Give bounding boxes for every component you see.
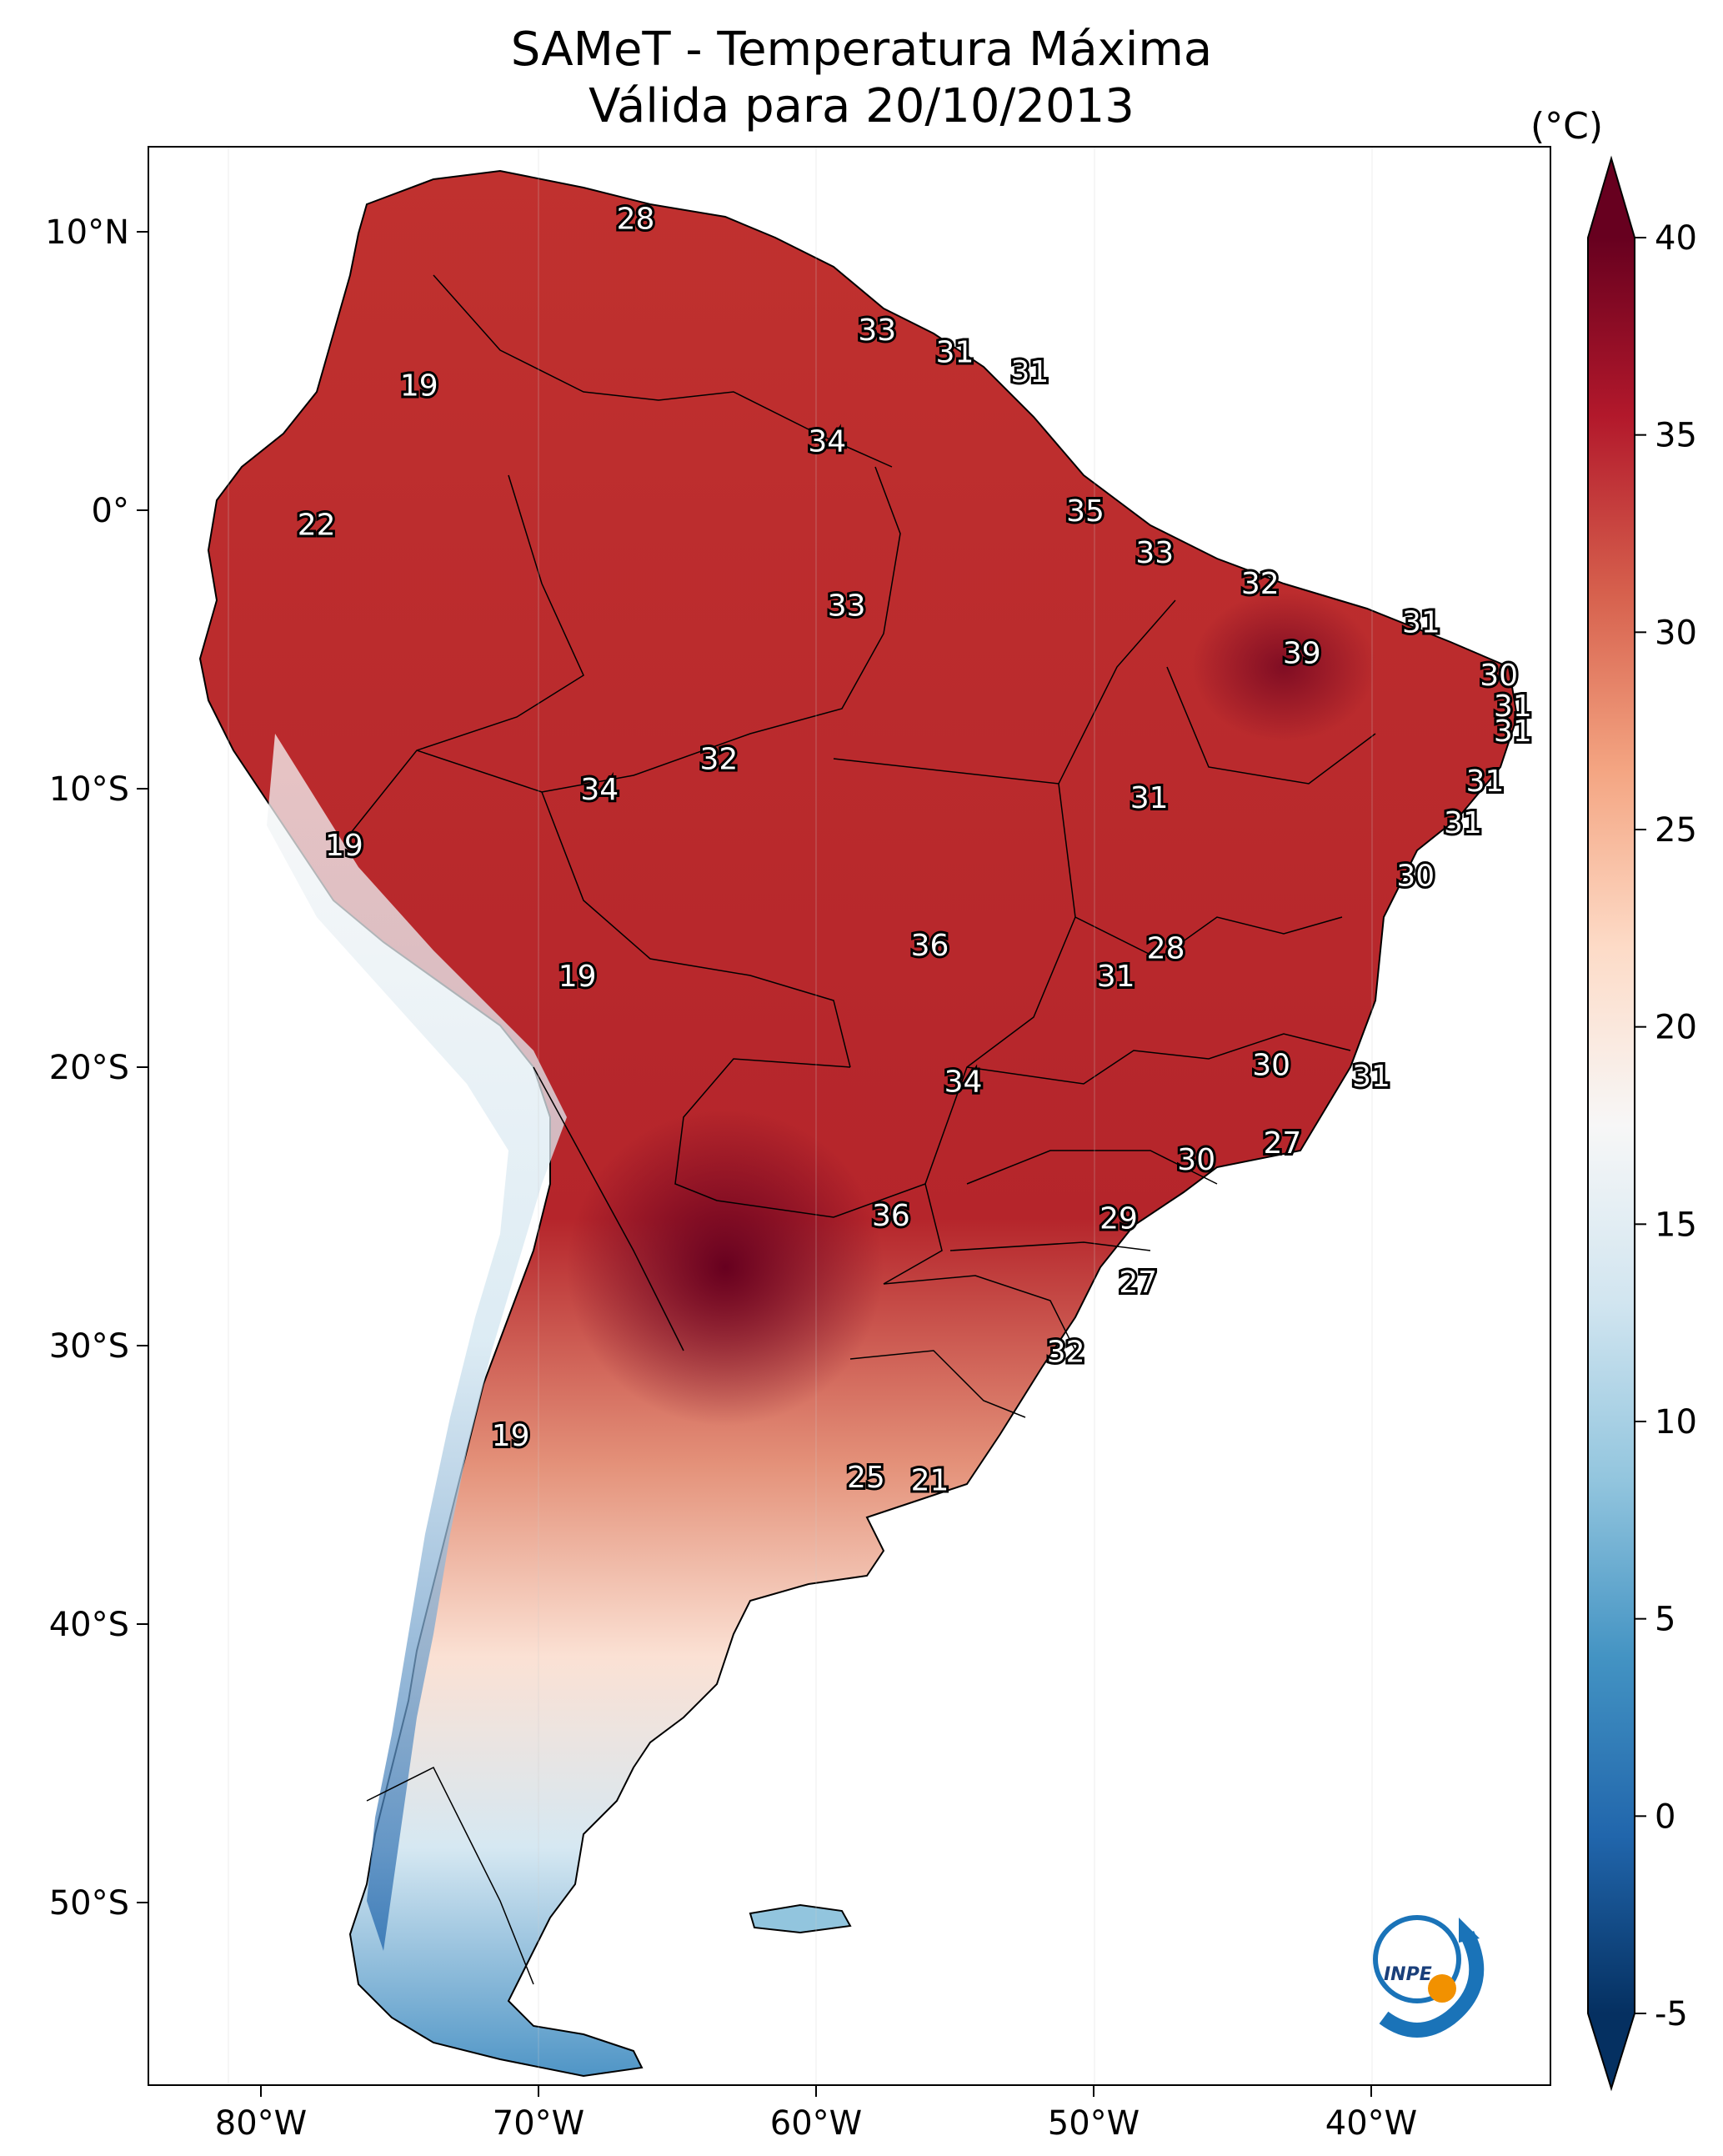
contour-label: 31 (1097, 960, 1135, 994)
inpe-logo: INPE (1373, 1915, 1485, 2038)
contour-label: 27 (1264, 1126, 1302, 1161)
longitude-ticks: 80°W 70°W 60°W 50°W 40°W (215, 2085, 1417, 2143)
contour-label: 22 (298, 509, 336, 543)
colorbar-max-extend (1588, 158, 1635, 238)
colorbar-tick-label: 30 (1655, 614, 1697, 652)
contour-label: 33 (828, 589, 866, 624)
contour-label: 29 (1099, 1201, 1138, 1236)
contour-label: 31 (936, 336, 974, 370)
colorbar-tick-label: 15 (1655, 1206, 1697, 1244)
lat-tick-label: 40°S (49, 1606, 129, 1644)
map-title: SAMeT - Temperatura Máxima (510, 23, 1213, 77)
contour-label: 33 (858, 313, 896, 348)
colorbar-tick-label: 0 (1655, 1798, 1675, 1836)
hot-core-chaco (567, 1109, 884, 1426)
logo-text: INPE (1384, 1964, 1432, 1985)
contour-label: 30 (1252, 1049, 1290, 1083)
logo-arrow-icon (1459, 1918, 1480, 1943)
contour-label: 36 (872, 1199, 910, 1233)
graticule (228, 147, 1373, 2085)
contour-label: 34 (808, 425, 846, 459)
contour-label: 28 (1147, 931, 1185, 965)
colorbar-min-extend (1588, 2013, 1635, 2088)
falkland-islands (749, 1903, 852, 1934)
contour-label: 34 (580, 773, 619, 807)
colorbar-tick-label: 20 (1655, 1009, 1697, 1047)
contour-label: 19 (325, 829, 363, 863)
colorbar-tick-label: 35 (1655, 417, 1697, 455)
colorbar-tick-label: 10 (1655, 1403, 1697, 1442)
lon-tick-label: 40°W (1325, 2104, 1417, 2143)
contour-label: 31 (1444, 806, 1482, 840)
contour-label: 33 (1135, 536, 1174, 570)
contour-label: 36 (911, 929, 949, 963)
colorbar: 40 35 30 25 20 15 10 5 0 -5 (1587, 155, 1697, 2092)
lat-tick-label: 30°S (49, 1327, 129, 1366)
contour-label: 21 (911, 1463, 949, 1497)
map-subtitle: Válida para 20/10/2013 (589, 79, 1134, 133)
contour-label: 19 (400, 369, 438, 404)
contour-label: 32 (700, 742, 739, 776)
lon-tick-label: 50°W (1048, 2104, 1139, 2143)
contour-label: 34 (944, 1065, 983, 1100)
contour-label: 19 (492, 1419, 530, 1453)
contour-label: 30 (1480, 659, 1518, 693)
lon-tick-label: 60°W (770, 2104, 862, 2143)
contour-label: 28 (617, 202, 655, 236)
colorbar-tick-label: -5 (1655, 1995, 1688, 2033)
contour-label: 31 (1352, 1060, 1390, 1094)
lon-tick-label: 70°W (493, 2104, 584, 2143)
colorbar-tick-label: 5 (1655, 1601, 1675, 1639)
contour-label: 30 (1177, 1143, 1215, 1177)
contour-label: 31 (1011, 355, 1049, 389)
map-frame (148, 146, 1551, 2086)
lat-tick-label: 50°S (49, 1884, 129, 1923)
contour-label: 31 (1494, 689, 1532, 724)
logo-dot-icon (1428, 1974, 1456, 2003)
contour-label: 31 (1402, 606, 1440, 640)
lat-tick-label: 20°S (49, 1049, 129, 1087)
contour-label: 19 (558, 960, 597, 994)
lat-tick-label: 10°S (49, 770, 129, 809)
logo-arc-icon (1379, 1930, 1485, 2038)
contour-label: 27 (1119, 1266, 1157, 1300)
colorbar-tick-label: 40 (1655, 219, 1697, 258)
contour-label: 31 (1466, 765, 1505, 799)
hot-core-northeast (1192, 592, 1375, 742)
contour-label: 32 (1047, 1336, 1085, 1370)
contour-label: 39 (1283, 636, 1321, 670)
andes-cool-band (267, 734, 567, 1951)
contour-label: 35 (1066, 494, 1104, 529)
lat-tick-label: 0° (92, 492, 129, 530)
lat-tick-label: 10°N (45, 213, 129, 252)
contour-label: 30 (1396, 860, 1435, 894)
contour-label: 31 (1494, 714, 1532, 749)
contour-label: 25 (847, 1461, 885, 1495)
colorbar-units: (°C) (1530, 105, 1604, 148)
latitude-ticks: 10°N 0° 10°S 20°S 30°S 40°S 50°S (45, 213, 148, 1923)
contour-label: 32 (1241, 567, 1280, 601)
colorbar-tick-label: 25 (1655, 811, 1697, 850)
lon-tick-label: 80°W (215, 2104, 307, 2143)
country-borders (349, 274, 1376, 1985)
contour-label: 31 (1130, 781, 1169, 815)
